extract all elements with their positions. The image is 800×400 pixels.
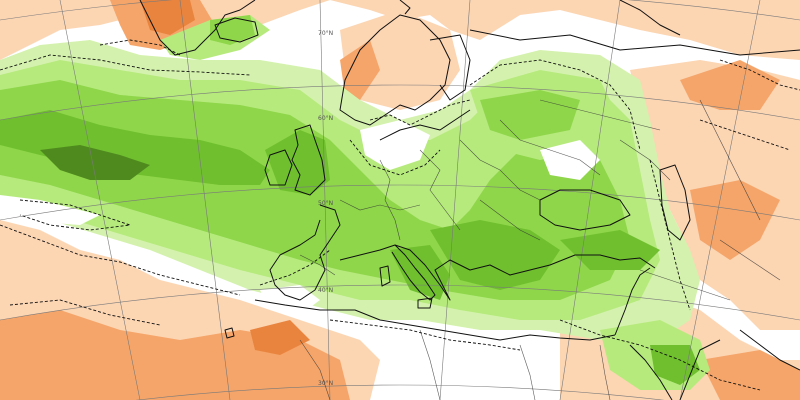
contour-far-east (719, 59, 800, 91)
border-5 (499, 119, 601, 176)
atlas-orange-patch (250, 320, 310, 355)
contour-east-boundary (649, 159, 691, 311)
contour-greenland (99, 39, 181, 56)
border-2 (379, 159, 401, 241)
east-orange-core (690, 180, 780, 260)
baltic-coast (379, 109, 471, 141)
sardinia-coast (379, 265, 391, 287)
meridian-2 (179, 0, 231, 400)
parallel-40n (0, 284, 800, 321)
levant-coast (614, 267, 651, 336)
sicily-coast (417, 297, 433, 309)
border-11 (639, 269, 731, 301)
border-15 (599, 344, 611, 400)
finland-coast (429, 34, 471, 101)
arabia-coast (679, 339, 721, 400)
scandinavia-coast (339, 14, 451, 126)
border-12 (299, 339, 331, 400)
lat-label-60: 60°N (318, 115, 333, 122)
neutral-gap-black-sea (540, 140, 600, 180)
svalbard-coast (399, 0, 411, 15)
middle-east-orange-patch (700, 350, 800, 400)
greenland-coast (139, 0, 256, 56)
persian-gulf-coast (739, 329, 800, 371)
border-layer (299, 99, 781, 400)
border-14 (519, 344, 536, 400)
black-sea-coast (539, 189, 631, 231)
contour-sahara (9, 299, 161, 326)
neutral-layer (0, 120, 600, 390)
contour-russia-east (699, 119, 791, 151)
neutral-gap-central-europe (360, 120, 430, 170)
novaya-zemlya-coast (619, 0, 681, 36)
meridian-5 (559, 0, 621, 400)
border-7 (299, 254, 336, 276)
ireland-coast (264, 149, 293, 186)
meridian-6 (679, 0, 761, 400)
border-1 (339, 199, 421, 211)
mediterranean-north-coast (339, 244, 656, 301)
red-sea-coast (629, 344, 673, 400)
parallel-30n (135, 384, 665, 400)
parallel-50n (0, 184, 800, 221)
neutral-gap-north-africa (380, 335, 520, 390)
dashed-contour-layer (0, 39, 800, 391)
lat-label-50: 50°N (318, 200, 333, 207)
iceland-coast (214, 17, 259, 43)
parallel-70n (0, 0, 800, 21)
border-13 (419, 329, 441, 400)
contour-atlantic-north (0, 54, 251, 76)
border-4 (459, 139, 541, 201)
contour-europe-east (469, 59, 641, 151)
meridian-3 (319, 0, 331, 400)
coastline-layer (139, 0, 800, 400)
europe-west-coast (269, 204, 341, 301)
arctic-russia-coast (469, 29, 800, 56)
border-6 (479, 199, 541, 241)
border-8 (539, 99, 661, 131)
caspian-coast (659, 164, 691, 241)
lat-label-30: 30°N (318, 380, 333, 387)
contour-southeast (559, 319, 761, 391)
red-sea-green (650, 345, 700, 385)
contour-atlantic-inner (19, 199, 131, 231)
turkey-green (560, 230, 660, 270)
meridian-4 (439, 0, 471, 400)
lat-label-40: 40°N (318, 287, 333, 294)
contour-scandinavia (369, 99, 471, 126)
british-isles-green (265, 130, 330, 195)
parallel-60n (0, 84, 800, 121)
north-africa-coast (254, 299, 616, 341)
sahara-orange (0, 310, 350, 400)
atlantic-mid-core (0, 110, 270, 185)
border-16 (719, 239, 781, 281)
border-3 (419, 149, 461, 231)
neutral-gap-atlantic (0, 195, 100, 225)
balkans-green (430, 220, 560, 290)
russia-green (480, 90, 580, 140)
meridian-1 (59, 0, 141, 400)
contour-central-europe (349, 139, 441, 176)
great-britain-coast (291, 124, 326, 196)
atlantic-dark-core (40, 145, 150, 180)
lat-label-70: 70°N (318, 30, 333, 37)
canary-coast (224, 327, 235, 339)
contour-iberia (259, 249, 331, 286)
border-10 (699, 99, 761, 221)
italy-green (390, 245, 450, 300)
contour-atlantic-south (0, 224, 241, 296)
italy-coast (391, 244, 436, 301)
contour-north-africa (329, 319, 521, 351)
